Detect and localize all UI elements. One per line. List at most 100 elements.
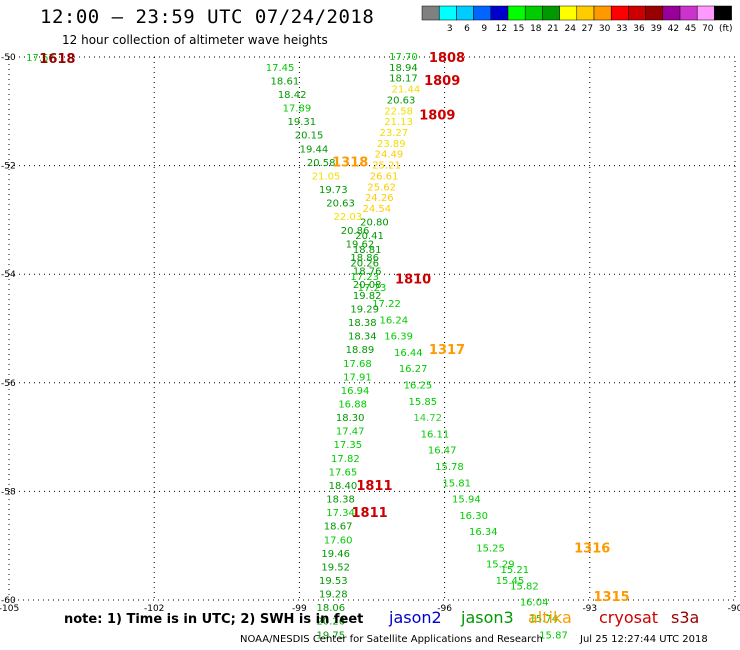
wave-height-label: 15.82 [510,581,539,592]
pass-time-label: 1618 [39,52,75,67]
legend-tick-label: 3 [447,24,453,34]
legend-swatch [421,5,440,21]
wave-height-label: 19.82 [353,291,382,302]
legend-swatch [662,5,681,21]
wave-height-label: 17.34 [326,508,355,519]
legend-swatch [524,5,543,21]
wave-height-label: 18.30 [336,413,365,424]
wave-height-label: 16.44 [394,348,423,359]
y-tick-label: -56 [1,379,16,389]
wave-height-label: 16.27 [399,364,428,375]
wave-height-label: 18.76 [353,266,382,277]
wave-height-label: 20.63 [326,199,355,210]
wave-height-label: 16.88 [338,400,367,411]
wave-height-label: 20.63 [387,95,416,106]
wave-height-label: 18.81 [353,245,382,256]
legend-swatch [610,5,629,21]
legend-swatch [593,5,612,21]
wave-height-label: 25.21 [372,161,401,172]
wave-height-label: 23.89 [377,139,406,150]
y-tick-label: -50 [1,53,16,63]
wave-height-label: 18.67 [324,522,353,533]
note-text: note: 1) Time is in UTC; 2) SWH is in fe… [64,612,364,627]
pass-time-label: 1809 [424,74,460,89]
wave-height-label: 19.29 [350,304,379,315]
wave-height-label: 17.82 [331,454,360,465]
legend-swatch [714,5,732,21]
wave-height-label: 17.65 [329,467,358,478]
x-tick-label: -93 [582,604,597,614]
wave-height-label: 19.28 [319,590,348,601]
page-title: 12:00 – 23:59 UTC 07/24/2018 [40,6,375,28]
wave-height-label: 15.78 [435,462,464,473]
pass-time-label: 1318 [332,155,368,170]
wave-height-label: 18.40 [329,481,358,492]
wave-height-label: 23.27 [379,128,408,139]
x-tick-label: -99 [292,604,307,614]
legend-swatch [490,5,509,21]
legend-tick-label: 42 [668,24,679,34]
wave-height-label: 18.86 [350,253,379,264]
legend-swatch [456,5,474,21]
legend-tick-label: 27 [582,24,593,34]
pass-time-label: 1315 [593,590,629,605]
satellite-legend-altika: altika [528,608,572,627]
wave-height-label: 17.35 [333,440,362,451]
y-tick-label: -54 [1,270,16,280]
x-tick-label: -105 [0,604,19,614]
wave-height-label: 16.47 [428,446,457,457]
pass-time-label: 1317 [429,343,465,358]
wave-height-label: 18.94 [389,63,418,74]
wave-height-label: 19.75 [317,630,346,641]
satellite-legend-jason2: jason2 [389,608,442,627]
wave-height-label: 24.26 [365,193,394,204]
wave-height-label: 24.54 [363,204,392,215]
legend-tick-label: 6 [464,24,470,34]
wave-height-label: 17.47 [336,427,365,438]
legend-tick-label: 36 [633,24,645,34]
legend-tick-label: 45 [685,24,696,34]
wave-height-label: 17.60 [324,535,353,546]
wave-height-label: 18.17 [389,74,418,85]
legend-swatch [696,5,715,21]
wave-height-label: 20.26 [317,617,346,628]
credit-text: NOAA/NESDIS Center for Satellite Applica… [240,634,543,645]
wave-height-label: 15.74 [529,614,558,625]
wave-height-label: 22.58 [384,106,413,117]
wave-height-label: 17.45 [266,63,295,74]
wave-height-label: 16.30 [459,511,488,522]
wave-height-label: 18.38 [348,318,377,329]
wave-height-label: 18.89 [346,345,375,356]
x-tick-label: -96 [437,604,452,614]
pass-time-label: 1810 [395,273,431,288]
wave-height-label: 17.67 [26,53,55,64]
wave-height-label: 14.72 [413,413,442,424]
wave-height-label: 25.62 [367,182,396,193]
legend-tick-label: 70 [702,24,714,34]
legend-swatch [576,5,595,21]
pass-time-label: 1808 [429,51,465,66]
pass-time-label: 1811 [356,479,392,494]
wave-height-label: 18.61 [271,76,300,87]
wave-height-label: 19.62 [346,239,375,250]
wave-height-label: 26.61 [370,171,399,182]
wave-height-label: 18.38 [326,495,355,506]
y-tick-label: -58 [1,487,16,497]
wave-height-label: 17.23 [350,272,379,283]
wave-height-label: 16.24 [379,315,408,326]
wave-height-label: 15.21 [500,565,529,576]
x-tick-label: -90 [728,604,740,614]
satellite-legend-s3a: s3a [671,608,700,627]
legend-swatch [542,5,560,21]
legend-swatch [507,5,526,21]
wave-height-label: 15.29 [486,560,515,571]
wave-height-label: 19.46 [321,549,350,560]
pass-time-label: 1809 [419,109,455,124]
wave-height-label: 17.23 [358,283,387,294]
legend-swatch [559,5,578,21]
legend-tick-label: 33 [616,24,627,34]
wave-height-label: 19.53 [319,576,348,587]
legend-tick-label: 18 [530,24,542,34]
wave-height-label: 21.05 [312,171,341,182]
